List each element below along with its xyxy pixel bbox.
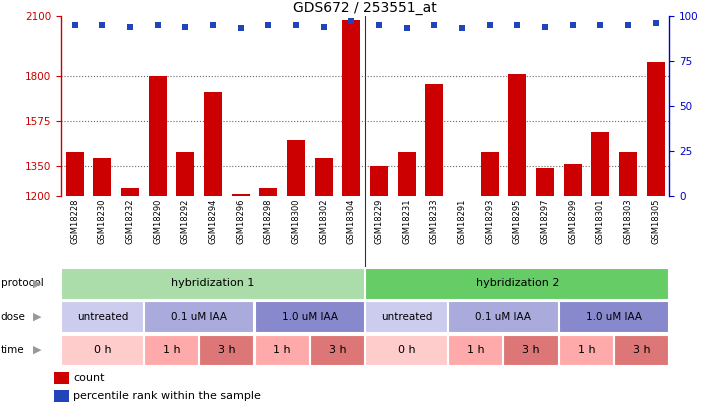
- Text: 3 h: 3 h: [633, 345, 651, 355]
- Text: GSM18233: GSM18233: [430, 198, 439, 244]
- Bar: [176, 152, 194, 196]
- Text: GSM18303: GSM18303: [624, 198, 632, 244]
- Text: untreated: untreated: [77, 312, 128, 322]
- Text: 0 h: 0 h: [398, 345, 415, 355]
- Text: GSM18301: GSM18301: [596, 198, 605, 244]
- Bar: [536, 168, 554, 196]
- Bar: [199, 335, 253, 365]
- Bar: [558, 301, 668, 332]
- Text: 1 h: 1 h: [467, 345, 485, 355]
- Bar: [254, 301, 364, 332]
- Text: GSM18296: GSM18296: [236, 198, 245, 244]
- Bar: [591, 132, 609, 196]
- Bar: [365, 335, 447, 365]
- Bar: [121, 188, 139, 196]
- Text: GSM18292: GSM18292: [181, 198, 190, 243]
- Bar: [370, 166, 388, 196]
- Bar: [365, 301, 447, 332]
- Text: ▶: ▶: [33, 345, 42, 355]
- Text: dose: dose: [1, 312, 26, 322]
- Text: GSM18299: GSM18299: [568, 198, 577, 243]
- Bar: [144, 301, 253, 332]
- Text: 1.0 uM IAA: 1.0 uM IAA: [282, 312, 338, 322]
- Text: percentile rank within the sample: percentile rank within the sample: [74, 391, 261, 401]
- Text: ▶: ▶: [33, 312, 42, 322]
- Text: 1 h: 1 h: [274, 345, 291, 355]
- Bar: [425, 84, 443, 196]
- Text: 0 h: 0 h: [94, 345, 111, 355]
- Bar: [259, 188, 277, 196]
- Title: GDS672 / 253551_at: GDS672 / 253551_at: [294, 1, 437, 15]
- Bar: [314, 158, 333, 196]
- Bar: [619, 152, 637, 196]
- Text: GSM18305: GSM18305: [651, 198, 660, 244]
- Text: 1.0 uM IAA: 1.0 uM IAA: [586, 312, 642, 322]
- Bar: [342, 20, 360, 196]
- Text: 1 h: 1 h: [163, 345, 180, 355]
- Text: GSM18293: GSM18293: [485, 198, 494, 244]
- Text: 3 h: 3 h: [329, 345, 347, 355]
- Bar: [503, 335, 558, 365]
- Bar: [397, 152, 416, 196]
- Bar: [558, 335, 613, 365]
- Text: ▶: ▶: [33, 279, 42, 288]
- Text: GSM18230: GSM18230: [98, 198, 107, 244]
- Bar: [563, 164, 581, 196]
- Text: 1 h: 1 h: [578, 345, 595, 355]
- Text: hybridization 1: hybridization 1: [171, 279, 255, 288]
- Text: 3 h: 3 h: [218, 345, 236, 355]
- Text: GSM18302: GSM18302: [319, 198, 328, 244]
- Text: hybridization 2: hybridization 2: [475, 279, 559, 288]
- Text: count: count: [74, 373, 105, 383]
- Text: time: time: [1, 345, 24, 355]
- Text: GSM18232: GSM18232: [125, 198, 135, 244]
- Bar: [232, 194, 250, 196]
- Bar: [287, 140, 305, 196]
- Text: 0.1 uM IAA: 0.1 uM IAA: [171, 312, 227, 322]
- Text: GSM18228: GSM18228: [70, 198, 79, 244]
- Text: GSM18231: GSM18231: [402, 198, 411, 244]
- Text: GSM18300: GSM18300: [291, 198, 301, 244]
- Text: GSM18304: GSM18304: [347, 198, 356, 244]
- Bar: [614, 335, 668, 365]
- Text: GSM18297: GSM18297: [541, 198, 549, 244]
- Text: GSM18295: GSM18295: [513, 198, 522, 243]
- Bar: [61, 335, 142, 365]
- Bar: [61, 301, 142, 332]
- Bar: [61, 268, 364, 299]
- Text: untreated: untreated: [381, 312, 432, 322]
- Text: 0.1 uM IAA: 0.1 uM IAA: [475, 312, 531, 322]
- Text: protocol: protocol: [1, 279, 44, 288]
- Text: GSM18229: GSM18229: [374, 198, 384, 243]
- Bar: [254, 335, 309, 365]
- Bar: [647, 62, 664, 196]
- Bar: [508, 74, 526, 196]
- Bar: [144, 335, 198, 365]
- Bar: [66, 152, 84, 196]
- Text: GSM18294: GSM18294: [208, 198, 218, 243]
- Bar: [93, 158, 112, 196]
- Bar: [54, 390, 69, 402]
- Text: GSM18291: GSM18291: [458, 198, 467, 243]
- Bar: [365, 268, 668, 299]
- Text: GSM18298: GSM18298: [263, 198, 273, 244]
- Bar: [448, 301, 558, 332]
- Bar: [310, 335, 364, 365]
- Bar: [54, 372, 69, 384]
- Text: 3 h: 3 h: [523, 345, 540, 355]
- Bar: [149, 76, 167, 196]
- Bar: [480, 152, 498, 196]
- Bar: [448, 335, 502, 365]
- Text: GSM18290: GSM18290: [153, 198, 163, 243]
- Bar: [204, 92, 222, 196]
